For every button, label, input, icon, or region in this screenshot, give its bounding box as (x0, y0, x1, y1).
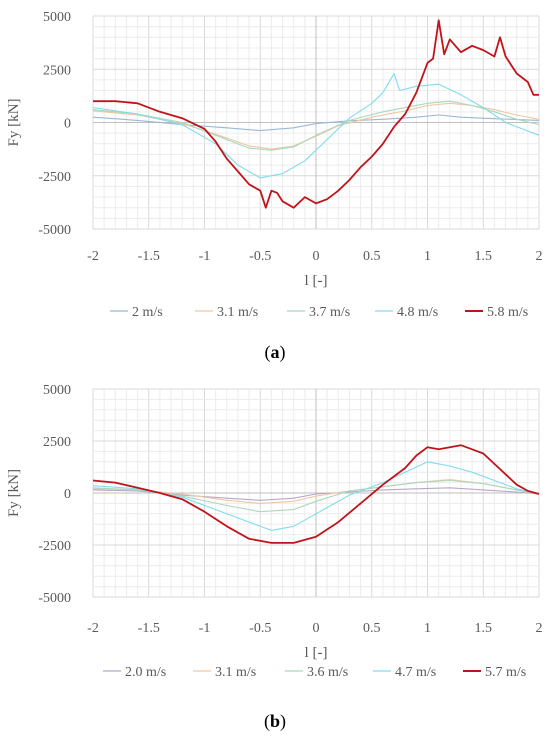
legend-label: 3.1 m/s (215, 665, 256, 680)
legend-label: 5.8 m/s (487, 305, 528, 320)
x-tick-label: 1 (424, 249, 431, 264)
legend-label: 2 m/s (132, 305, 163, 320)
caption-letter: b (270, 711, 280, 731)
x-axis-label: l [-] (305, 645, 328, 661)
y-tick-label: 5000 (43, 10, 71, 25)
x-tick-label: -0.5 (249, 249, 271, 264)
legend-label: 5.7 m/s (485, 665, 526, 680)
caption-open: ( (265, 342, 271, 363)
series-line (92, 72, 540, 179)
series-line (92, 444, 540, 544)
series-line (92, 100, 540, 151)
y-tick-label: -2500 (38, 170, 71, 185)
series-line (92, 479, 540, 513)
legend: 2 m/s 3.1 m/s 3.7 m/s 4.8 m/s 5.8 m/s (110, 305, 528, 320)
chart-b: 5000 2500 0 -2500 -5000 -2 -1.5 -1 -0.5 0 0.5 1 1.5 2… (6, 383, 543, 732)
x-axis-label: l [-] (305, 273, 328, 289)
legend-label: 3.6 m/s (307, 665, 348, 680)
x-tick-label: -2 (87, 249, 99, 264)
x-tick-label: 1 (424, 621, 431, 636)
legend-label: 2.0 m/s (125, 665, 166, 680)
y-tick-label: 2500 (43, 63, 71, 78)
series-line (93, 19, 539, 209)
x-tick-label: 2 (536, 249, 543, 264)
chart-a: 5000 2500 0 -2500 -5000 -2 -1.5 -1 -0.5 0 0.5 1 1.5 2… (6, 10, 543, 363)
series-line (92, 461, 540, 531)
x-tick-label: 2 (536, 621, 543, 636)
legend-label: 3.1 m/s (217, 305, 258, 320)
legend: 2.0 m/s 3.1 m/s 3.6 m/s 4.7 m/s 5.7 m/s (103, 665, 526, 680)
y-tick-label: 0 (64, 117, 71, 132)
y-axis-label: Fy [kN] (6, 469, 22, 517)
x-tick-label: 1.5 (475, 249, 493, 264)
series-group (92, 19, 540, 209)
x-tick-label: -0.5 (249, 621, 271, 636)
y-tick-label: -2500 (38, 539, 71, 554)
x-tick-label: -1 (199, 249, 211, 264)
y-tick-label: -5000 (38, 223, 71, 238)
grid (92, 388, 540, 598)
x-tick-label: 0 (313, 249, 320, 264)
x-tick-label: -1.5 (138, 249, 160, 264)
legend-label: 4.7 m/s (395, 665, 436, 680)
x-tick-label: 0 (313, 621, 320, 636)
caption-close: ) (280, 711, 286, 732)
y-tick-label: 2500 (43, 435, 71, 450)
x-tick-label: -1 (199, 621, 211, 636)
series-group (92, 444, 540, 544)
legend-label: 4.8 m/s (397, 305, 438, 320)
x-tick-label: 1.5 (475, 621, 493, 636)
y-tick-label: -5000 (38, 591, 71, 606)
x-tick-label: -2 (87, 621, 99, 636)
x-tick-label: 0.5 (363, 249, 381, 264)
x-tick-label: -1.5 (138, 621, 160, 636)
caption-letter: a (271, 342, 280, 362)
y-axis-label: Fy [kN] (6, 99, 22, 147)
caption-open: ( (264, 711, 270, 732)
y-tick-label: 0 (64, 487, 71, 502)
y-tick-label: 5000 (43, 383, 71, 398)
x-tick-label: 0.5 (363, 621, 381, 636)
legend-label: 3.7 m/s (309, 305, 350, 320)
figure-caption: (b) (264, 711, 286, 732)
caption-close: ) (280, 342, 286, 363)
figure-caption: (a) (265, 342, 286, 363)
